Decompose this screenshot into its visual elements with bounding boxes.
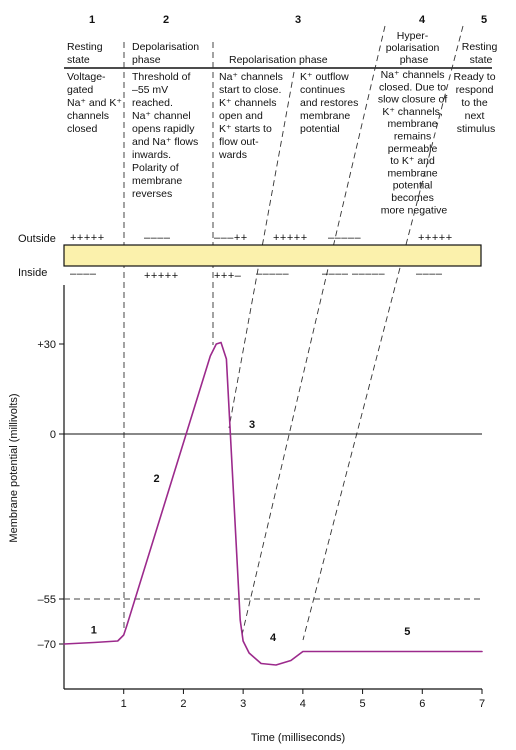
x-tick-label: 6 bbox=[419, 698, 425, 710]
outside-charge: –––– bbox=[144, 232, 171, 244]
phase-4-name: Hyper- polarisation phase bbox=[386, 30, 443, 66]
outside-charge: +++++ bbox=[70, 232, 105, 244]
phase-5-description: Ready to respond to the next stimulus bbox=[454, 71, 499, 135]
phase-1-name: Resting state bbox=[67, 41, 106, 66]
phase-3b-description: K⁺ outflow continues and restores membra… bbox=[300, 71, 361, 135]
inside-charges: –––– +++++ +++– ––––– –––– ––––– –––– bbox=[70, 268, 443, 282]
phase-2-name: Depolarisation phase bbox=[132, 41, 202, 66]
outside-charge: +++++ bbox=[273, 232, 308, 244]
chart-ticks: +30 0 –55 –70 1 2 3 4 5 6 7 bbox=[37, 339, 485, 710]
outside-charge: ––––– bbox=[328, 232, 361, 244]
phase-3-name: Repolarisation phase bbox=[229, 54, 328, 66]
curve-label: 1 bbox=[91, 625, 97, 637]
curve-label: 5 bbox=[404, 626, 410, 638]
phase-5-name: Resting state bbox=[462, 41, 501, 66]
phase-number-4: 4 bbox=[419, 14, 426, 26]
outside-charge: –––++ bbox=[214, 232, 248, 244]
phase-descriptions: Voltage- gated Na⁺ and K⁺ channels close… bbox=[67, 69, 499, 216]
x-axis-title: Time (milliseconds) bbox=[251, 732, 345, 744]
membrane-bar bbox=[63, 244, 482, 267]
guide-line-4 bbox=[241, 25, 386, 636]
outside-label: Outside bbox=[18, 233, 56, 245]
chart-curve-labels: 1 2 3 4 5 bbox=[91, 419, 411, 644]
phase-4-description: Na⁺ channels closed. Due to slow closure… bbox=[378, 69, 450, 216]
curve-label: 3 bbox=[249, 419, 255, 431]
y-tick-label: 0 bbox=[50, 429, 56, 441]
membrane-potential-line bbox=[63, 341, 483, 666]
phase-numbers: 1 2 3 4 5 bbox=[89, 14, 487, 26]
chart-series bbox=[63, 341, 483, 666]
inside-charge: ––––– bbox=[256, 268, 289, 280]
inside-charge: +++– bbox=[214, 270, 242, 282]
chart-axes bbox=[63, 285, 482, 690]
inside-charge: –––– bbox=[70, 268, 97, 280]
inside-label: Inside bbox=[18, 267, 47, 279]
x-tick-label: 7 bbox=[479, 698, 485, 710]
phase-1-description: Voltage- gated Na⁺ and K⁺ channels close… bbox=[67, 71, 125, 135]
x-tick-label: 4 bbox=[300, 698, 306, 710]
membrane-potential-chart: +30 0 –55 –70 1 2 3 4 5 6 7 1 2 3 4 5 Time (millisecon… bbox=[8, 285, 485, 744]
y-tick-label: –55 bbox=[38, 594, 56, 606]
inside-charge: –––– bbox=[416, 268, 443, 280]
outside-charges: +++++ –––– –––++ +++++ ––––– +++++ +++++ bbox=[70, 232, 453, 244]
y-tick-label: –70 bbox=[38, 639, 56, 651]
phase-names: Resting state Depolarisation phase Repol… bbox=[67, 30, 501, 66]
x-tick-label: 5 bbox=[360, 698, 366, 710]
x-tick-label: 1 bbox=[121, 698, 127, 710]
inside-charge: ––––– bbox=[352, 268, 385, 280]
y-tick-label: +30 bbox=[37, 339, 56, 351]
y-axis-title: Membrane potential (millivolts) bbox=[8, 393, 20, 542]
inside-charge: –––– bbox=[322, 268, 349, 280]
phase-number-2: 2 bbox=[163, 14, 169, 26]
guide-line-5 bbox=[302, 25, 464, 641]
phase-2-description: Threshold of –55 mV reached. Na⁺ channel… bbox=[132, 71, 201, 200]
curve-label: 2 bbox=[153, 473, 159, 485]
x-tick-label: 2 bbox=[180, 698, 186, 710]
x-tick-label: 3 bbox=[240, 698, 246, 710]
outside-charge: +++++ bbox=[418, 232, 453, 244]
curve-label: 4 bbox=[270, 632, 277, 644]
membrane-section: Outside Inside +++++ –––– –––++ +++++ ––… bbox=[18, 232, 482, 282]
phase-3a-description: Na⁺ channels start to close. K⁺ channels… bbox=[218, 71, 286, 161]
phase-number-5: 5 bbox=[481, 14, 487, 26]
phase-number-1: 1 bbox=[89, 14, 95, 26]
phase-number-3: 3 bbox=[295, 14, 301, 26]
inside-charge: +++++ bbox=[144, 270, 179, 282]
